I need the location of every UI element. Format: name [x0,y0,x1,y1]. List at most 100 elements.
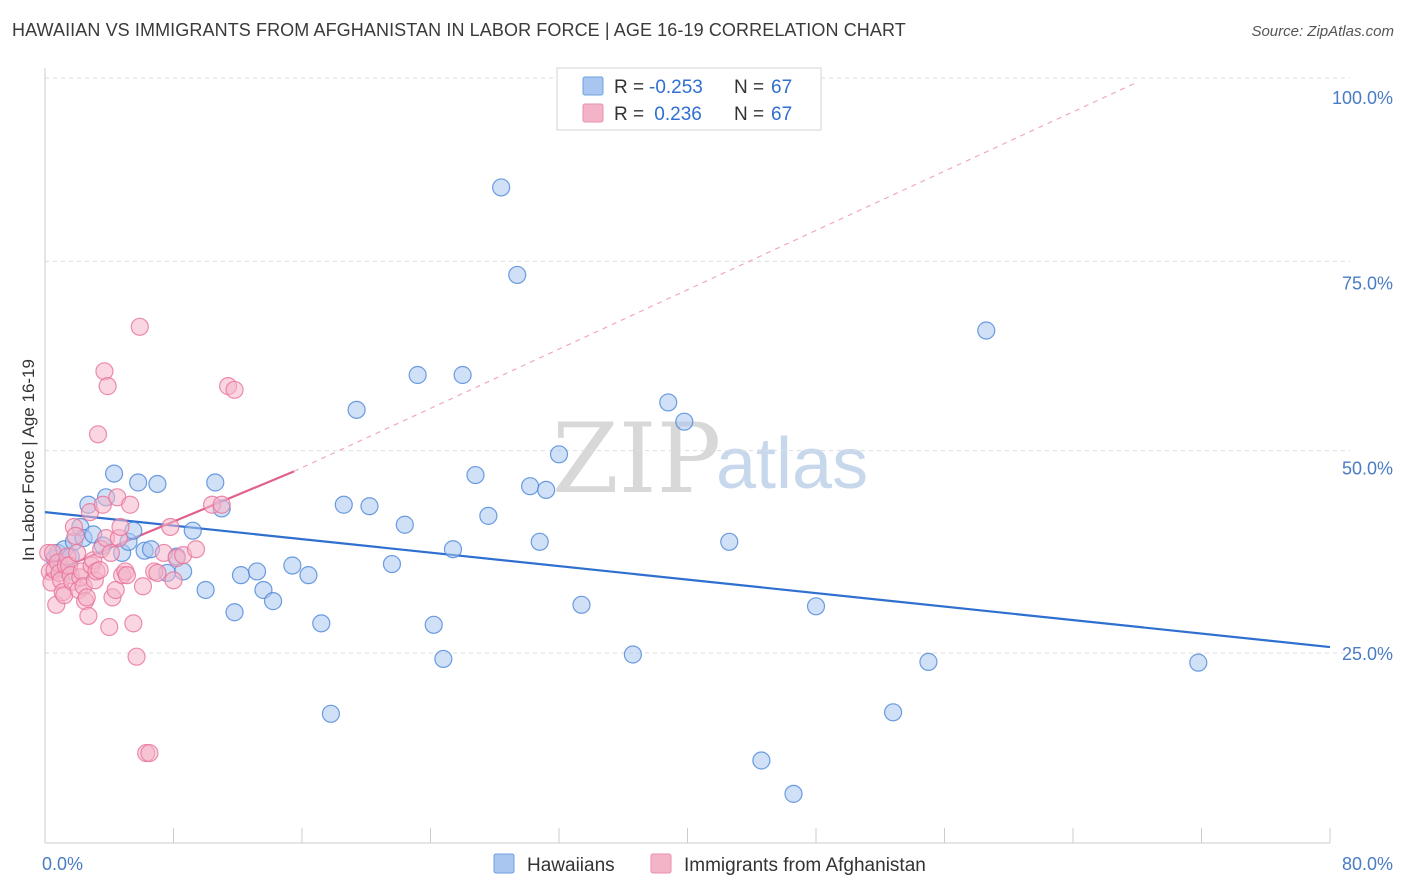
afghanistan-point [100,617,119,637]
legend-swatch-hawaiians [582,76,604,96]
hawaiian-point [520,477,540,496]
y-tick-labels: 25.0% 50.0% 75.0% 100.0% [1332,88,1393,664]
watermark-zip: ZIP [552,403,721,515]
bottom-legend-label-afghanistan: Immigrants from Afghanistan [684,855,926,876]
trend-extension-1 [293,81,1138,472]
hawaiian-point [443,540,463,559]
hawaiian-point [408,365,427,385]
bottom-legend-swatch-afghanistan [650,853,672,874]
afghanistan-point [88,425,108,444]
hawaiian-point [231,566,251,585]
hawaiian-point [549,445,569,464]
chart-title: HAWAIIAN VS IMMIGRANTS FROM AFGHANISTAN … [12,20,906,40]
hawaiian-point [752,751,771,770]
afghanistan-point [164,571,183,590]
hawaiian-point [537,480,556,500]
chart-source: Source: ZipAtlas.com [1251,23,1394,40]
legend-n-value-2: 67 [771,104,792,125]
y-tick-label-50: 50.0% [1342,459,1393,479]
hawaiian-point [395,515,414,534]
afghanistan-point [225,380,244,399]
hawaiian-point [104,464,124,483]
legend-r-value-1: -0.253 [649,77,703,98]
data-points [39,178,1208,803]
afghanistan-point [95,362,114,381]
hawaiian-point [806,597,826,616]
y-axis-title: In Labor Force | Age 16-19 [19,359,38,561]
afghanistan-point [98,377,117,396]
afghanistan-point [90,560,109,580]
x-tick-label-min: 0.0% [42,854,83,874]
afghanistan-point [93,495,112,514]
x-tick-labels: 0.0% 80.0% [42,854,1393,874]
legend-n-label-1: N = [734,77,764,98]
legend-n-value-1: 67 [771,77,792,98]
afghanistan-point [117,566,137,585]
hawaiian-point [883,703,903,722]
x-tick-label-max: 80.0% [1342,854,1393,874]
hawaiian-point [572,595,591,614]
hawaiian-point [720,532,739,551]
afghanistan-point [124,614,143,633]
hawaiian-point [263,592,283,611]
bottom-legend-label-hawaiians: Hawaiians [527,855,615,876]
legend-n-label-2: N = [734,104,764,125]
afghanistan-point [186,540,206,559]
hawaiian-point [659,393,678,412]
hawaiian-point [129,473,148,492]
hawaiian-point [206,473,225,492]
hawaiian-point [424,615,443,634]
afghanistan-point [66,526,85,545]
hawaiian-point [360,497,379,516]
hawaiian-point [299,566,318,585]
afghanistan-point [79,606,98,626]
hawaiian-point [784,784,803,803]
afghanistan-point [161,517,180,537]
afghanistan-point [140,743,159,763]
y-tick-label-75: 75.0% [1342,273,1393,293]
afghanistan-point [68,543,87,563]
hawaiian-point [247,562,267,581]
hawaiian-point [434,649,453,669]
hawaiian-point [453,365,472,385]
trend-line-0 [44,511,1331,649]
afghanistan-point [77,588,96,607]
trend-lines [44,81,1331,649]
hawaiian-point [479,506,498,525]
hawaiian-point [508,265,527,285]
hawaiian-point [196,580,215,600]
afghanistan-point [130,317,149,336]
y-tick-label-100: 100.0% [1332,88,1393,108]
hawaiian-point [1189,653,1208,672]
legend-r-label-2: R = [614,104,644,125]
hawaiian-point [148,474,167,494]
hawaiian-point [492,178,511,197]
correlation-legend: R = -0.253 N = 67 R = 0.236 N = 67 [556,67,822,131]
afghanistan-point [212,495,231,514]
bottom-legend-swatch-hawaiians [493,853,515,874]
afghanistan-point [133,577,153,596]
hawaiian-point [623,645,642,664]
afghanistan-point [121,495,140,514]
watermark: ZIP atlas [552,403,868,515]
hawaiian-point [466,465,485,485]
hawaiian-point [382,554,402,574]
hawaiian-point [334,495,353,514]
axes [44,68,1331,844]
legend-r-label-1: R = [614,77,644,98]
hawaiian-point [347,400,366,419]
hawaiian-point [675,412,694,431]
legend-r-value-2: 0.236 [649,104,702,125]
hawaiian-point [321,704,341,723]
gridlines [45,77,1350,654]
legend-swatch-afghanistan [582,103,604,123]
watermark-atlas: atlas [716,424,868,504]
afghanistan-point [127,647,146,666]
hawaiian-point [283,556,302,575]
hawaiian-point [977,321,996,340]
hawaiian-point [312,614,331,633]
hawaiian-point [919,652,938,671]
y-tick-label-25: 25.0% [1342,644,1393,664]
hawaiian-point [530,532,549,551]
